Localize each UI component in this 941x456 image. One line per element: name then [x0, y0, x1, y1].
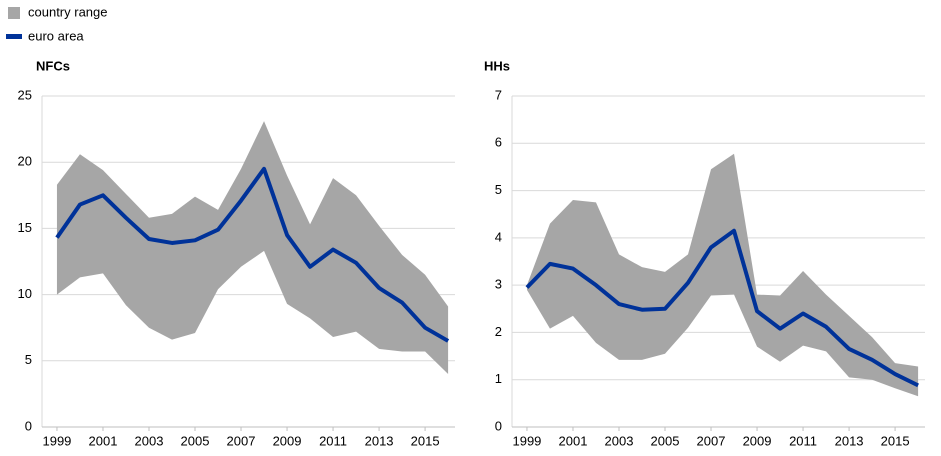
- x-tick-label: 2009: [743, 433, 772, 448]
- y-tick-label: 20: [18, 154, 32, 169]
- x-tick-label: 2005: [651, 433, 680, 448]
- y-tick-label: 7: [495, 87, 502, 102]
- x-tick-label: 2013: [835, 433, 864, 448]
- line: [55, 166, 450, 343]
- legend-label: country range: [28, 4, 108, 19]
- x-tick-label: 1999: [42, 433, 71, 448]
- y-tick-label: 5: [495, 182, 502, 197]
- y-tick-label: 3: [495, 277, 502, 292]
- y-tick-label: 25: [18, 87, 32, 102]
- legend-swatch: [8, 7, 20, 19]
- chart-title: HHs: [484, 58, 510, 73]
- y-tick-label: 6: [495, 135, 502, 150]
- x-tick-label: 2011: [319, 433, 347, 448]
- y-tick-label: 0: [495, 418, 502, 433]
- x-tick-label: 2015: [881, 433, 910, 448]
- legend-swatch: [6, 34, 22, 39]
- x-tick-label: 2013: [365, 433, 394, 448]
- x-tick-label: 2001: [559, 433, 588, 448]
- y-tick-label: 2: [495, 324, 502, 339]
- y-tick-label: 4: [495, 229, 502, 244]
- x-tick-label: 2005: [181, 433, 210, 448]
- y-tick-label: 5: [25, 352, 32, 367]
- x-tick-label: 2003: [135, 433, 164, 448]
- range-area: [526, 153, 919, 397]
- chart-title: NFCs: [36, 58, 70, 73]
- x-tick-label: 2003: [605, 433, 634, 448]
- x-tick-label: 2007: [697, 433, 726, 448]
- x-tick-label: 2015: [411, 433, 440, 448]
- x-tick-label: 2007: [227, 433, 256, 448]
- x-tick-label: 2001: [89, 433, 118, 448]
- legend-label: euro area: [28, 28, 84, 43]
- y-tick-label: 10: [18, 286, 32, 301]
- line: [525, 228, 919, 388]
- y-tick-label: 0: [25, 418, 32, 433]
- x-tick-label: 1999: [512, 433, 541, 448]
- range-area: [56, 121, 449, 375]
- x-tick-label: 2009: [273, 433, 302, 448]
- y-tick-label: 15: [18, 220, 32, 235]
- y-tick-label: 1: [495, 371, 502, 386]
- x-tick-label: 2011: [789, 433, 817, 448]
